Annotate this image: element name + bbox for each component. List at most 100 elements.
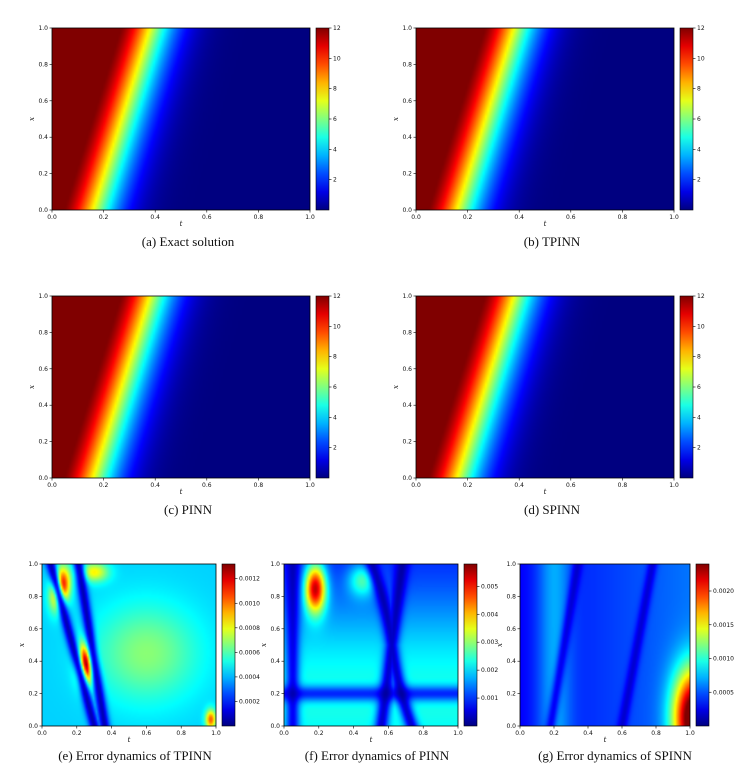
y-axis-label: x bbox=[18, 643, 26, 647]
x-tick-label: 0.6 bbox=[617, 730, 627, 737]
x-tick-label: 0.2 bbox=[72, 730, 82, 737]
y-tick-label: 1.0 bbox=[270, 561, 280, 568]
plot-frame bbox=[51, 295, 311, 479]
y-tick-label: 0.0 bbox=[506, 723, 516, 730]
x-tick-label: 0.2 bbox=[463, 482, 473, 489]
colorbar-tick-label: 0.004 bbox=[481, 611, 498, 618]
x-tick-label: 0.8 bbox=[618, 482, 628, 489]
y-tick-label: 0.8 bbox=[38, 329, 48, 336]
colorbar-tick-label: 0.0010 bbox=[239, 600, 260, 607]
y-tick-label: 0.4 bbox=[28, 658, 38, 665]
colorbar-tick-label: 0.0008 bbox=[239, 625, 260, 632]
y-tick-label: 0.8 bbox=[402, 61, 412, 68]
x-tick-label: 1.0 bbox=[669, 482, 679, 489]
y-tick-label: 0.2 bbox=[402, 171, 412, 178]
y-tick-label: 0.2 bbox=[506, 691, 516, 698]
y-axis-label: x bbox=[392, 117, 400, 121]
colorbar-tick-label: 0.0006 bbox=[239, 649, 260, 656]
x-tick-label: 1.0 bbox=[211, 730, 221, 737]
x-axis-label: t bbox=[544, 488, 547, 496]
x-tick-label: 0.0 bbox=[47, 214, 57, 221]
colorbar bbox=[695, 563, 710, 727]
heatmap-field bbox=[52, 28, 310, 210]
x-tick-label: 0.6 bbox=[142, 730, 152, 737]
y-tick-label: 0.4 bbox=[402, 402, 412, 409]
colorbar-tick-label: 4 bbox=[333, 414, 337, 421]
x-tick-label: 1.0 bbox=[305, 214, 315, 221]
panel-exact-solution: 0.0 0.2 0.4 0.6 0.8 1.0 t 0.0 0.2 0.4 0.6 0.8 1.0 x 2 4… bbox=[28, 20, 361, 234]
y-tick-label: 1.0 bbox=[402, 293, 412, 300]
y-tick-label: 0.0 bbox=[270, 723, 280, 730]
x-axis-label: t bbox=[180, 220, 183, 228]
x-tick-label: 0.6 bbox=[566, 482, 576, 489]
y-tick-label: 0.2 bbox=[402, 439, 412, 446]
colorbar bbox=[679, 295, 694, 479]
colorbar-tick-label: 4 bbox=[697, 146, 701, 153]
x-tick-label: 0.0 bbox=[515, 730, 525, 737]
colorbar-tick-label: 6 bbox=[697, 116, 701, 123]
heatmap-svg: 0.0 0.2 0.4 0.6 0.8 1.0 t 0.0 0.2 0.4 0.6 0.8 1.0 x 0.… bbox=[496, 561, 734, 744]
y-axis-label: x bbox=[28, 385, 36, 389]
y-tick-label: 1.0 bbox=[506, 561, 516, 568]
y-tick-label: 0.6 bbox=[402, 98, 412, 105]
colorbar-tick-label: 8 bbox=[697, 86, 701, 93]
caption-c: (c) PINN bbox=[163, 502, 212, 517]
x-tick-label: 0.2 bbox=[549, 730, 559, 737]
heatmap-field bbox=[42, 564, 216, 726]
heatmap-field bbox=[520, 564, 690, 726]
heatmap-svg: 0.0 0.2 0.4 0.6 0.8 1.0 t 0.0 0.2 0.4 0.6 0.8 1.0 x 0.… bbox=[18, 561, 260, 744]
heatmap-svg: 0.0 0.2 0.4 0.6 0.8 1.0 t 0.0 0.2 0.4 0.6 0.8 1.0 x 2 4… bbox=[392, 25, 705, 228]
x-tick-label: 0.0 bbox=[47, 482, 57, 489]
plot-frame bbox=[51, 27, 311, 211]
x-tick-label: 0.2 bbox=[99, 482, 109, 489]
y-tick-label: 0.6 bbox=[402, 366, 412, 373]
y-tick-label: 1.0 bbox=[38, 25, 48, 32]
x-tick-label: 0.8 bbox=[254, 214, 264, 221]
colorbar-tick-label: 10 bbox=[697, 323, 705, 330]
colorbar-tick-label: 0.0004 bbox=[239, 674, 260, 681]
plot-frame bbox=[415, 295, 675, 479]
caption-g: (g) Error dynamics of SPINN bbox=[538, 748, 692, 763]
y-tick-label: 0.4 bbox=[506, 658, 516, 665]
y-tick-label: 0.4 bbox=[38, 402, 48, 409]
colorbar-tick-label: 6 bbox=[333, 116, 337, 123]
caption-f: (f) Error dynamics of PINN bbox=[304, 748, 450, 763]
plot-frame bbox=[283, 563, 459, 727]
panel-tpinn: 0.0 0.2 0.4 0.6 0.8 1.0 t 0.0 0.2 0.4 0.6 0.8 1.0 x 2 4… bbox=[392, 20, 725, 234]
y-tick-label: 0.8 bbox=[270, 593, 280, 600]
x-tick-label: 0.0 bbox=[37, 730, 47, 737]
heatmap-svg: 0.0 0.2 0.4 0.6 0.8 1.0 t 0.0 0.2 0.4 0.6 0.8 1.0 x 2 4… bbox=[392, 293, 705, 496]
y-tick-label: 1.0 bbox=[402, 25, 412, 32]
colorbar bbox=[463, 563, 478, 727]
x-tick-label: 0.2 bbox=[314, 730, 324, 737]
y-tick-label: 0.6 bbox=[38, 98, 48, 105]
x-tick-label: 0.6 bbox=[202, 214, 212, 221]
x-tick-label: 0.0 bbox=[411, 482, 421, 489]
colorbar-tick-label: 2 bbox=[333, 177, 337, 184]
x-tick-label: 0.6 bbox=[202, 482, 212, 489]
caption-e: (e) Error dynamics of TPINN bbox=[58, 748, 212, 763]
y-tick-label: 0.8 bbox=[38, 61, 48, 68]
colorbar-tick-label: 12 bbox=[697, 293, 705, 300]
colorbar-tick-label: 0.003 bbox=[481, 639, 498, 646]
x-tick-label: 0.4 bbox=[150, 482, 160, 489]
colorbar-tick-label: 0.001 bbox=[481, 695, 498, 702]
y-tick-label: 0.4 bbox=[38, 134, 48, 141]
x-axis-label: t bbox=[128, 736, 131, 744]
heatmap-svg: 0.0 0.2 0.4 0.6 0.8 1.0 t 0.0 0.2 0.4 0.6 0.8 1.0 x 2 4… bbox=[28, 293, 341, 496]
plot-frame bbox=[41, 563, 217, 727]
x-tick-label: 0.8 bbox=[618, 214, 628, 221]
heatmap-field bbox=[284, 564, 458, 726]
plot-frame bbox=[415, 27, 675, 211]
x-tick-label: 0.8 bbox=[176, 730, 186, 737]
colorbar-tick-label: 12 bbox=[697, 25, 705, 32]
y-tick-label: 0.0 bbox=[402, 475, 412, 482]
y-tick-label: 0.4 bbox=[402, 134, 412, 141]
colorbar-tick-label: 12 bbox=[333, 293, 341, 300]
colorbar-tick-label: 8 bbox=[333, 354, 337, 361]
y-tick-label: 0.0 bbox=[38, 475, 48, 482]
caption-a: (a) Exact solution bbox=[141, 234, 235, 249]
y-axis-label: x bbox=[496, 643, 504, 647]
x-tick-label: 0.6 bbox=[566, 214, 576, 221]
